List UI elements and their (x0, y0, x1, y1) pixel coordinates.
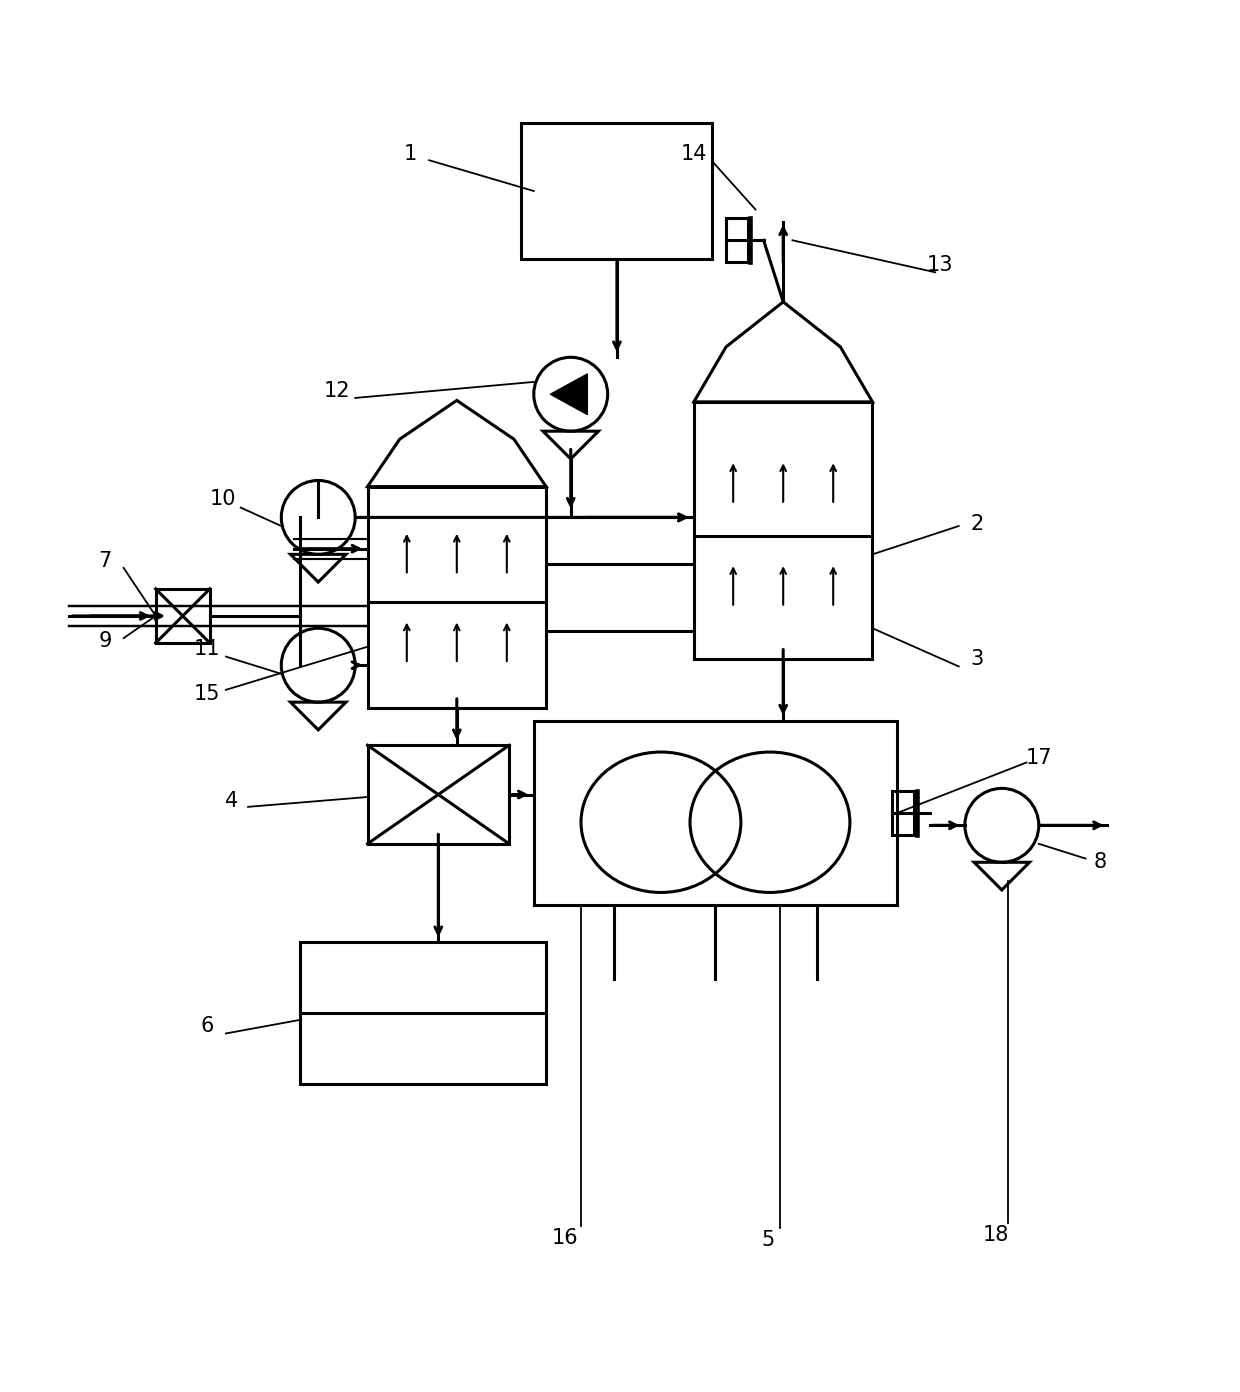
Text: 3: 3 (971, 649, 983, 670)
Bar (893, 791, 914, 835)
Text: 11: 11 (195, 639, 221, 660)
Text: 8: 8 (1094, 852, 1107, 873)
Bar (367, 487, 546, 709)
Text: 4: 4 (226, 791, 238, 810)
Text: 7: 7 (98, 550, 112, 571)
Bar (522, 124, 712, 259)
Text: 16: 16 (552, 1228, 578, 1249)
Text: 12: 12 (324, 380, 350, 401)
Text: 17: 17 (1025, 748, 1052, 767)
Bar (300, 942, 546, 1084)
Text: 13: 13 (928, 255, 954, 274)
Text: 1: 1 (404, 143, 417, 164)
Bar (725, 219, 748, 263)
Text: 15: 15 (195, 683, 221, 703)
Bar (533, 721, 897, 905)
Text: 18: 18 (982, 1225, 1009, 1246)
Text: 10: 10 (210, 489, 237, 509)
Bar (156, 589, 210, 643)
Text: 5: 5 (761, 1231, 775, 1250)
Polygon shape (551, 374, 588, 415)
Text: 2: 2 (971, 514, 983, 533)
Text: 9: 9 (98, 631, 112, 650)
Text: 14: 14 (681, 143, 707, 164)
Text: 6: 6 (201, 1016, 215, 1036)
Bar (694, 402, 873, 658)
Bar (367, 745, 510, 844)
